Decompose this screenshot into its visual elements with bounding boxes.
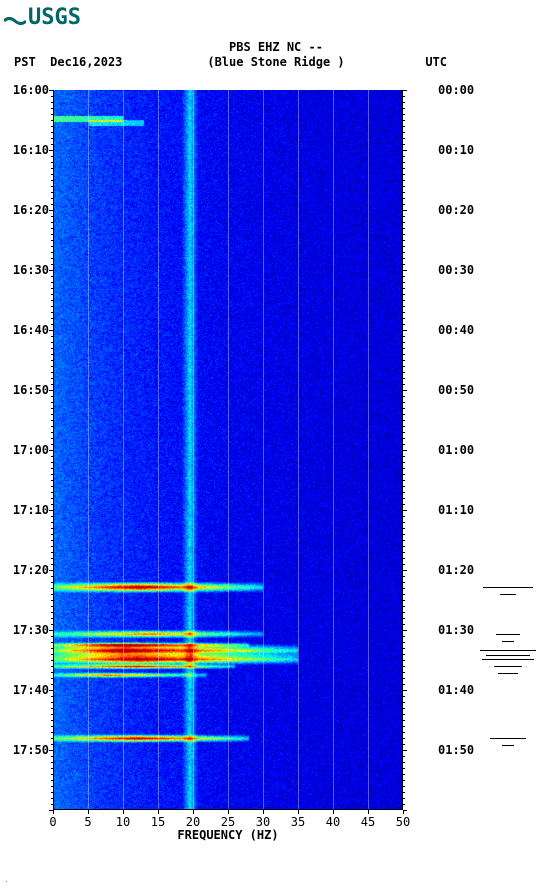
x-tick-label: 20 (183, 815, 203, 829)
seismo-trace (483, 587, 533, 588)
y-label-pst: 17:10 (1, 503, 49, 517)
grid-line (193, 90, 194, 810)
y-label-utc: 01:00 (438, 443, 474, 457)
x-tick-label: 50 (393, 815, 413, 829)
grid-line (333, 90, 334, 810)
seismo-trace (500, 594, 516, 595)
x-tick-label: 30 (253, 815, 273, 829)
seismo-trace (496, 634, 520, 635)
y-label-utc: 01:40 (438, 683, 474, 697)
x-tick-label: 15 (148, 815, 168, 829)
x-axis-title: FREQUENCY (HZ) (53, 828, 403, 842)
seismo-trace (490, 738, 526, 739)
y-label-pst: 16:50 (1, 383, 49, 397)
x-tick-label: 45 (358, 815, 378, 829)
y-label-utc: 00:50 (438, 383, 474, 397)
station-name: (Blue Stone Ridge ) (0, 55, 552, 69)
usgs-logo: USGS (4, 5, 81, 30)
logo-text: USGS (28, 5, 81, 30)
x-tick-label: 35 (288, 815, 308, 829)
x-tick-label: 40 (323, 815, 343, 829)
y-label-utc: 01:50 (438, 743, 474, 757)
y-label-pst: 16:40 (1, 323, 49, 337)
y-label-pst: 16:00 (1, 83, 49, 97)
y-label-pst: 17:20 (1, 563, 49, 577)
grid-line (228, 90, 229, 810)
y-label-pst: 17:40 (1, 683, 49, 697)
seismo-trace (494, 666, 522, 667)
seismo-trace (480, 650, 536, 651)
y-label-utc: 00:40 (438, 323, 474, 337)
footer-mark: . (4, 875, 9, 884)
grid-line (158, 90, 159, 810)
grid-line (298, 90, 299, 810)
spectrogram-plot (53, 90, 403, 810)
seismo-trace (502, 641, 514, 642)
y-label-pst: 17:00 (1, 443, 49, 457)
seismo-trace (482, 659, 534, 660)
seismogram-column (478, 90, 538, 810)
grid-line (263, 90, 264, 810)
x-tick-label: 0 (43, 815, 63, 829)
seismo-trace (486, 655, 530, 656)
x-tick-label: 5 (78, 815, 98, 829)
y-label-utc: 01:20 (438, 563, 474, 577)
y-label-utc: 01:30 (438, 623, 474, 637)
y-label-utc: 00:10 (438, 143, 474, 157)
grid-line (368, 90, 369, 810)
grid-line (88, 90, 89, 810)
y-label-pst: 16:30 (1, 263, 49, 277)
utc-label: UTC (425, 55, 447, 69)
y-label-pst: 17:30 (1, 623, 49, 637)
x-tick-label: 10 (113, 815, 133, 829)
x-tick-label: 25 (218, 815, 238, 829)
y-label-utc: 00:20 (438, 203, 474, 217)
seismo-trace (502, 745, 514, 746)
y-label-utc: 00:30 (438, 263, 474, 277)
station-code: PBS EHZ NC -- (0, 40, 552, 54)
grid-line (123, 90, 124, 810)
seismo-trace (498, 673, 518, 674)
y-label-pst: 16:20 (1, 203, 49, 217)
y-label-pst: 17:50 (1, 743, 49, 757)
y-label-pst: 16:10 (1, 143, 49, 157)
y-label-utc: 01:10 (438, 503, 474, 517)
y-label-utc: 00:00 (438, 83, 474, 97)
